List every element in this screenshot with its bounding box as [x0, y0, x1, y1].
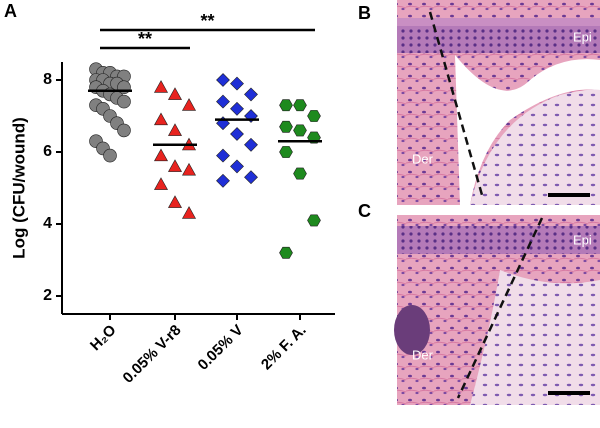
label-der: Der [412, 347, 434, 362]
panel-label: B [358, 3, 371, 23]
data-point [216, 94, 230, 109]
data-point [103, 148, 117, 163]
data-point [167, 195, 183, 208]
panel-label: A [4, 1, 17, 21]
y-tick-label: 6 [43, 143, 52, 160]
data-point [279, 246, 293, 259]
data-point [279, 120, 293, 133]
data-point [244, 170, 258, 185]
data-point [153, 177, 169, 190]
x-tick-label: 0.05% V-r8 [120, 322, 185, 387]
data-point [181, 162, 197, 176]
data-point [167, 159, 183, 172]
significance-label: ** [200, 11, 214, 31]
y-tick-label: 2 [43, 287, 52, 304]
significance-label: ** [138, 29, 152, 49]
data-point [117, 94, 131, 109]
data-point [279, 99, 293, 112]
data-point [216, 173, 230, 188]
data-point [181, 206, 197, 219]
plot: 2 4 6 8 H₂O 0.05% V-r8 0.05% V 2% F. A. ** ** [43, 11, 335, 387]
data-point [293, 99, 307, 112]
data-point [167, 87, 183, 100]
x-tick-label: 0.05% V [195, 322, 247, 374]
y-axis-label: Log (CFU/wound) [9, 117, 28, 259]
panel-label: C [358, 201, 371, 221]
follicle [394, 305, 430, 355]
data-point [230, 159, 244, 174]
data-point [230, 76, 244, 91]
gap [455, 55, 600, 205]
data-point [230, 101, 244, 116]
epidermis [397, 25, 600, 53]
data-point [293, 124, 307, 137]
data-point [153, 148, 169, 162]
y-tick-label: 4 [43, 215, 52, 232]
epidermis [397, 226, 600, 254]
panel-b: Epi Der [397, 0, 600, 205]
dashed-line [428, 11, 484, 196]
data-point [117, 123, 131, 138]
data-point [307, 214, 321, 227]
data-point [153, 112, 169, 126]
data-point [181, 98, 197, 111]
data-point [244, 137, 258, 152]
dashed-line [456, 217, 544, 399]
label-der: Der [412, 151, 434, 166]
data-point [230, 127, 244, 141]
label-epi: Epi [573, 232, 592, 247]
x-tick-label: H₂O [87, 321, 120, 354]
y-tick-label: 8 [43, 71, 52, 88]
data-point [216, 73, 230, 87]
x-tick-label: 2% F. A. [258, 322, 310, 374]
tissue [470, 89, 600, 205]
data-point [244, 87, 258, 102]
data-point [216, 148, 230, 163]
label-epi: Epi [573, 29, 592, 44]
panel-c: Epi Der [394, 215, 600, 405]
data-point [167, 123, 183, 136]
data-point [293, 167, 307, 180]
data-point [153, 80, 169, 93]
data-point [279, 146, 293, 158]
data-point [307, 110, 321, 122]
stratum [397, 18, 600, 26]
